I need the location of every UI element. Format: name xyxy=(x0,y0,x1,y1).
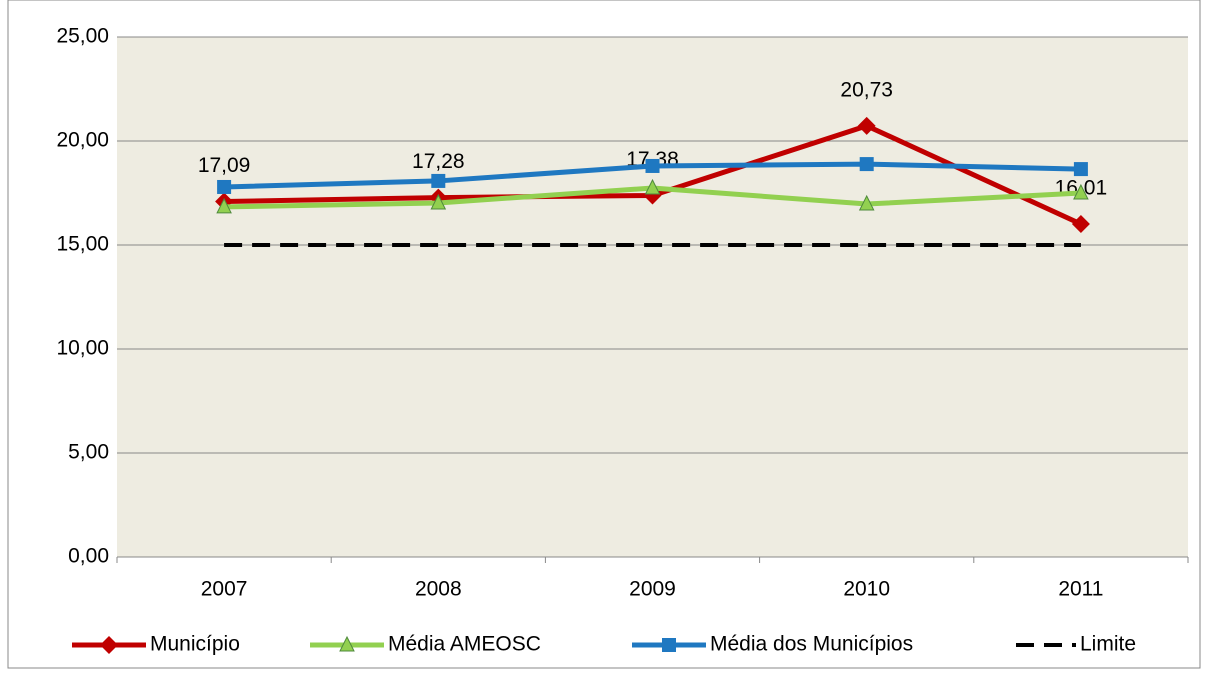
marker xyxy=(644,178,661,195)
y-tick-label: 10,00 xyxy=(56,337,109,360)
marker xyxy=(216,197,232,214)
y-tick-label: 15,00 xyxy=(56,233,109,256)
x-tick-label: 2008 xyxy=(415,578,462,601)
marker xyxy=(430,193,447,210)
data-label: 20,73 xyxy=(840,78,893,101)
y-tick-label: 0,00 xyxy=(68,545,109,568)
marker xyxy=(431,173,446,188)
marker xyxy=(217,179,232,194)
x-tick-label: 2010 xyxy=(843,578,890,601)
legend-label: Média dos Municípios xyxy=(710,633,913,656)
marker xyxy=(1073,183,1089,200)
y-tick-label: 20,00 xyxy=(56,129,109,152)
x-tick-label: 2009 xyxy=(629,578,676,601)
y-tick-label: 5,00 xyxy=(68,441,109,464)
plot-area xyxy=(117,37,1188,557)
marker xyxy=(1073,162,1088,177)
legend-label: Média AMEOSC xyxy=(388,633,541,656)
legend-marker xyxy=(100,636,118,654)
marker xyxy=(857,116,876,135)
legend-label: Município xyxy=(150,633,240,656)
legend-marker xyxy=(662,638,676,652)
marker xyxy=(1071,214,1090,233)
legend-label: Limite xyxy=(1080,633,1136,656)
marker xyxy=(859,157,874,172)
data-label: 17,28 xyxy=(412,150,465,173)
x-tick-label: 2011 xyxy=(1058,578,1103,601)
data-label: 17,09 xyxy=(198,154,251,177)
marker xyxy=(858,194,875,211)
x-tick-label: 2007 xyxy=(201,578,248,601)
y-tick-label: 25,00 xyxy=(56,25,109,48)
marker xyxy=(645,158,660,173)
legend-marker xyxy=(339,635,355,652)
